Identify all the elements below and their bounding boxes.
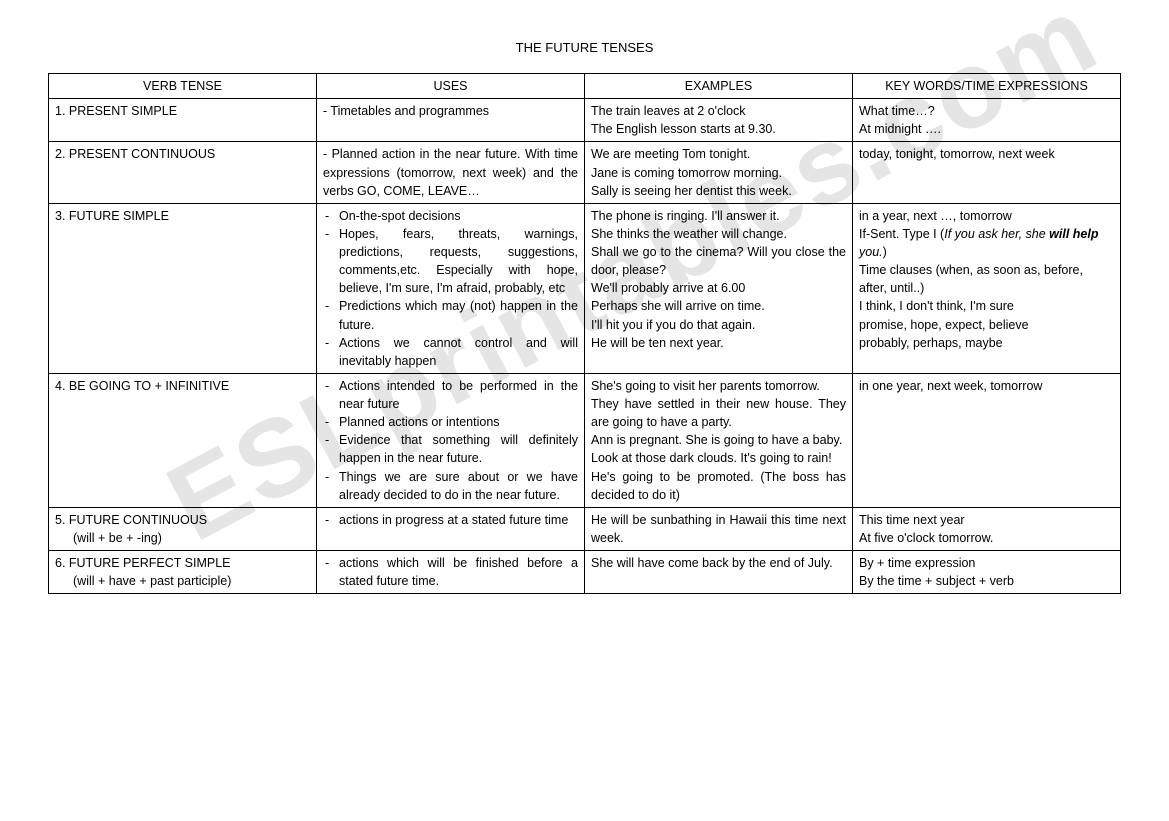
use-item: Evidence that something will definitely … bbox=[323, 431, 578, 467]
example-line: We are meeting Tom tonight. bbox=[591, 145, 846, 163]
tense-line: 5. FUTURE CONTINUOUS bbox=[55, 511, 310, 529]
cell-examples: She will have come back by the end of Ju… bbox=[585, 551, 853, 594]
cell-examples: The phone is ringing. I'll answer it. Sh… bbox=[585, 203, 853, 373]
example-line: We'll probably arrive at 6.00 bbox=[591, 279, 846, 297]
cell-uses: Actions intended to be performed in the … bbox=[317, 373, 585, 507]
kw-text: ) bbox=[883, 245, 887, 259]
cell-keywords: today, tonight, tomorrow, next week bbox=[853, 142, 1121, 203]
use-item: Things we are sure about or we have alre… bbox=[323, 468, 578, 504]
cell-keywords: By + time expression By the time + subje… bbox=[853, 551, 1121, 594]
keyword-line: If-Sent. Type I (If you ask her, she wil… bbox=[859, 225, 1114, 261]
use-item: On-the-spot decisions bbox=[323, 207, 578, 225]
keyword-line: probably, perhaps, maybe bbox=[859, 334, 1114, 352]
keyword-line: By the time + subject + verb bbox=[859, 572, 1114, 590]
use-item: Actions we cannot control and will inevi… bbox=[323, 334, 578, 370]
use-item: actions which will be finished before a … bbox=[323, 554, 578, 590]
document-content: THE FUTURE TENSES VERB TENSE USES EXAMPL… bbox=[48, 40, 1121, 594]
example-line: I'll hit you if you do that again. bbox=[591, 316, 846, 334]
table-row: 3. FUTURE SIMPLE On-the-spot decisions H… bbox=[49, 203, 1121, 373]
tense-line: 6. FUTURE PERFECT SIMPLE bbox=[55, 554, 310, 572]
cell-uses: actions which will be finished before a … bbox=[317, 551, 585, 594]
kw-italic: you. bbox=[859, 245, 883, 259]
kw-text: If-Sent. Type I ( bbox=[859, 227, 944, 241]
example-line: The English lesson starts at 9.30. bbox=[591, 120, 846, 138]
cell-keywords: This time next year At five o'clock tomo… bbox=[853, 507, 1121, 550]
cell-uses: - Planned action in the near future. Wit… bbox=[317, 142, 585, 203]
col-examples: EXAMPLES bbox=[585, 74, 853, 99]
cell-keywords: in a year, next …, tomorrow If-Sent. Typ… bbox=[853, 203, 1121, 373]
cell-tense: 3. FUTURE SIMPLE bbox=[49, 203, 317, 373]
page-title: THE FUTURE TENSES bbox=[48, 40, 1121, 55]
example-line: Look at those dark clouds. It's going to… bbox=[591, 449, 846, 467]
table-header-row: VERB TENSE USES EXAMPLES KEY WORDS/TIME … bbox=[49, 74, 1121, 99]
use-item: Planned actions or intentions bbox=[323, 413, 578, 431]
table-row: 5. FUTURE CONTINUOUS (will + be + -ing) … bbox=[49, 507, 1121, 550]
keyword-line: By + time expression bbox=[859, 554, 1114, 572]
col-uses: USES bbox=[317, 74, 585, 99]
example-line: Sally is seeing her dentist this week. bbox=[591, 182, 846, 200]
keyword-line: What time…? bbox=[859, 102, 1114, 120]
example-line: The train leaves at 2 o'clock bbox=[591, 102, 846, 120]
table-row: 6. FUTURE PERFECT SIMPLE (will + have + … bbox=[49, 551, 1121, 594]
future-tenses-table: VERB TENSE USES EXAMPLES KEY WORDS/TIME … bbox=[48, 73, 1121, 594]
cell-examples: She's going to visit her parents tomorro… bbox=[585, 373, 853, 507]
table-row: 1. PRESENT SIMPLE - Timetables and progr… bbox=[49, 99, 1121, 142]
cell-tense: 2. PRESENT CONTINUOUS bbox=[49, 142, 317, 203]
use-item: Predictions which may (not) happen in th… bbox=[323, 297, 578, 333]
example-line: She thinks the weather will change. bbox=[591, 225, 846, 243]
cell-tense: 1. PRESENT SIMPLE bbox=[49, 99, 317, 142]
table-row: 4. BE GOING TO + INFINITIVE Actions inte… bbox=[49, 373, 1121, 507]
keyword-line: At midnight …. bbox=[859, 120, 1114, 138]
keyword-line: Time clauses (when, as soon as, before, … bbox=[859, 261, 1114, 297]
cell-uses: - Timetables and programmes bbox=[317, 99, 585, 142]
cell-keywords: What time…? At midnight …. bbox=[853, 99, 1121, 142]
example-line: He will be ten next year. bbox=[591, 334, 846, 352]
cell-uses: On-the-spot decisions Hopes, fears, thre… bbox=[317, 203, 585, 373]
tense-sub: (will + have + past participle) bbox=[55, 572, 310, 590]
example-line: Shall we go to the cinema? Will you clos… bbox=[591, 243, 846, 279]
cell-tense: 6. FUTURE PERFECT SIMPLE (will + have + … bbox=[49, 551, 317, 594]
kw-italic: If you ask her, she bbox=[944, 227, 1049, 241]
example-line: The phone is ringing. I'll answer it. bbox=[591, 207, 846, 225]
cell-tense: 4. BE GOING TO + INFINITIVE bbox=[49, 373, 317, 507]
example-line: Jane is coming tomorrow morning. bbox=[591, 164, 846, 182]
keyword-line: I think, I don't think, I'm sure bbox=[859, 297, 1114, 315]
table-row: 2. PRESENT CONTINUOUS - Planned action i… bbox=[49, 142, 1121, 203]
use-item: actions in progress at a stated future t… bbox=[323, 511, 578, 529]
cell-examples: The train leaves at 2 o'clock The Englis… bbox=[585, 99, 853, 142]
example-line: Perhaps she will arrive on time. bbox=[591, 297, 846, 315]
cell-examples: We are meeting Tom tonight. Jane is comi… bbox=[585, 142, 853, 203]
use-item: Hopes, fears, threats, warnings, predict… bbox=[323, 225, 578, 298]
keyword-line: At five o'clock tomorrow. bbox=[859, 529, 1114, 547]
example-line: He's going to be promoted. (The boss has… bbox=[591, 468, 846, 504]
example-line: Ann is pregnant. She is going to have a … bbox=[591, 431, 846, 449]
example-line: She's going to visit her parents tomorro… bbox=[591, 377, 846, 395]
kw-bolditalic: will help bbox=[1049, 227, 1098, 241]
col-keywords: KEY WORDS/TIME EXPRESSIONS bbox=[853, 74, 1121, 99]
tense-sub: (will + be + -ing) bbox=[55, 529, 310, 547]
keyword-line: This time next year bbox=[859, 511, 1114, 529]
keyword-line: in a year, next …, tomorrow bbox=[859, 207, 1114, 225]
cell-tense: 5. FUTURE CONTINUOUS (will + be + -ing) bbox=[49, 507, 317, 550]
use-item: Actions intended to be performed in the … bbox=[323, 377, 578, 413]
col-verb-tense: VERB TENSE bbox=[49, 74, 317, 99]
keyword-line: promise, hope, expect, believe bbox=[859, 316, 1114, 334]
cell-uses: actions in progress at a stated future t… bbox=[317, 507, 585, 550]
cell-keywords: in one year, next week, tomorrow bbox=[853, 373, 1121, 507]
cell-examples: He will be sunbathing in Hawaii this tim… bbox=[585, 507, 853, 550]
example-line: They have settled in their new house. Th… bbox=[591, 395, 846, 431]
